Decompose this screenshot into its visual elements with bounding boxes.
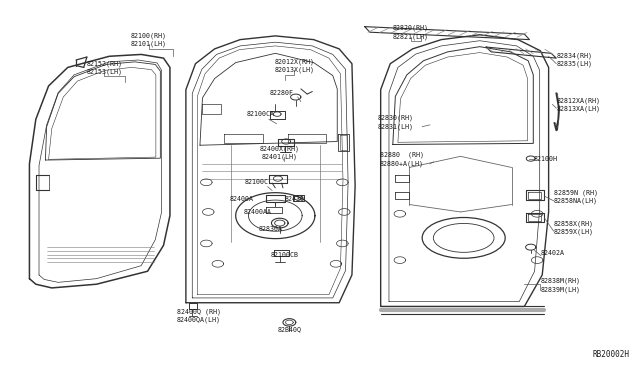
Text: 82400X(RH)
82401(LH): 82400X(RH) 82401(LH) bbox=[260, 145, 300, 160]
Text: 82880  (RH)
82880+A(LH): 82880 (RH) 82880+A(LH) bbox=[380, 152, 424, 167]
Text: 82820(RH)
82821(LH): 82820(RH) 82821(LH) bbox=[393, 25, 429, 39]
Text: RB20002H: RB20002H bbox=[593, 350, 630, 359]
Text: 82B40Q: 82B40Q bbox=[277, 326, 301, 332]
Text: 82430: 82430 bbox=[284, 196, 305, 202]
Text: 82830(RH)
82831(LH): 82830(RH) 82831(LH) bbox=[378, 115, 413, 129]
Text: 82100C: 82100C bbox=[244, 179, 268, 185]
Text: 82402A: 82402A bbox=[541, 250, 565, 256]
Text: 82838M(RH)
82839M(LH): 82838M(RH) 82839M(LH) bbox=[540, 278, 580, 293]
Text: 82400A: 82400A bbox=[230, 196, 254, 202]
Text: 82012X(RH)
82013X(LH): 82012X(RH) 82013X(LH) bbox=[275, 58, 314, 73]
Text: 82152(RH)
82153(LH): 82152(RH) 82153(LH) bbox=[86, 60, 122, 75]
Text: 82100CB: 82100CB bbox=[271, 251, 299, 257]
Text: 82830A: 82830A bbox=[258, 226, 282, 232]
Text: 82400AA: 82400AA bbox=[243, 209, 271, 215]
Text: 82400Q (RH)
82400QA(LH): 82400Q (RH) 82400QA(LH) bbox=[177, 308, 221, 323]
Text: 82859N (RH)
82858NA(LH): 82859N (RH) 82858NA(LH) bbox=[554, 190, 598, 205]
Text: 82100(RH)
82101(LH): 82100(RH) 82101(LH) bbox=[131, 32, 167, 47]
Text: 82834(RH)
82835(LH): 82834(RH) 82835(LH) bbox=[556, 52, 592, 67]
Text: 82812XA(RH)
82813XA(LH): 82812XA(RH) 82813XA(LH) bbox=[556, 97, 600, 112]
Text: 82100CA: 82100CA bbox=[246, 111, 275, 117]
Text: 82280F: 82280F bbox=[269, 90, 294, 96]
Text: 82100H: 82100H bbox=[534, 156, 558, 162]
Text: 82858X(RH)
82859X(LH): 82858X(RH) 82859X(LH) bbox=[554, 220, 594, 235]
